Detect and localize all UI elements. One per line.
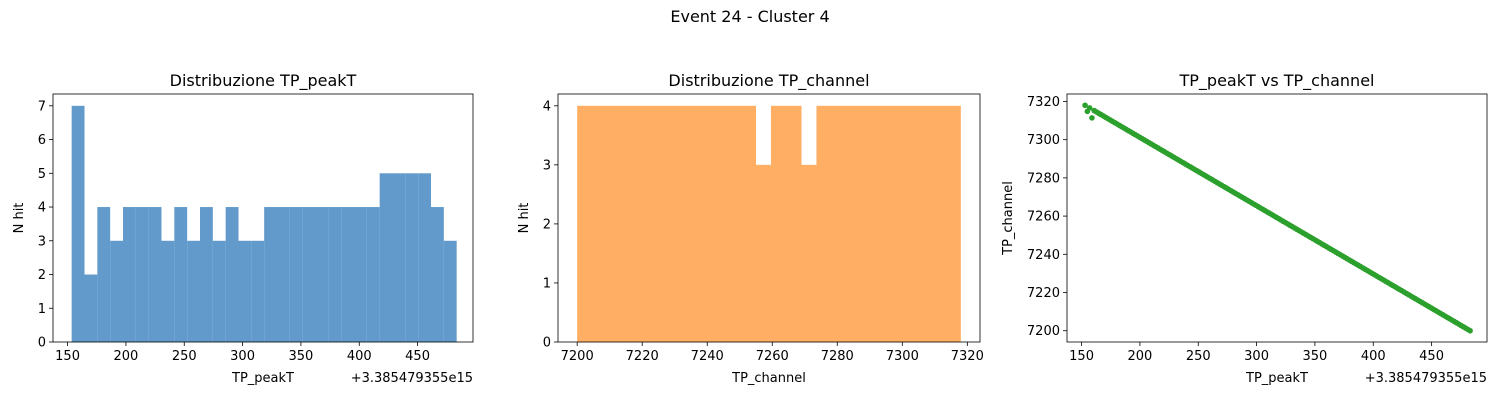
y-axis-label: N hit bbox=[12, 203, 27, 234]
y-tick-label: 7260 bbox=[1027, 210, 1060, 225]
y-tick-label: 0 bbox=[38, 336, 46, 351]
x-tick-label: 200 bbox=[1128, 349, 1153, 364]
histogram-bar bbox=[354, 207, 367, 342]
y-axis-label: TP_channel bbox=[1001, 181, 1016, 256]
x-axis-label: TP_channel bbox=[731, 371, 806, 386]
y-tick-label: 3 bbox=[543, 158, 551, 173]
histogram-bar bbox=[366, 207, 380, 342]
x-axis-label: TP_peakT bbox=[231, 371, 294, 386]
histogram-bar bbox=[161, 240, 175, 342]
x-tick-label: 300 bbox=[1244, 349, 1269, 364]
y-tick-label: 1 bbox=[38, 302, 46, 317]
histogram-bar bbox=[770, 105, 802, 342]
axes-frame bbox=[52, 93, 474, 343]
subplot-title: Distribuzione TP_peakT bbox=[170, 71, 357, 91]
subplot-title: TP_peakT vs TP_channel bbox=[1179, 71, 1375, 91]
histogram-bar bbox=[392, 173, 406, 342]
histogram-bar bbox=[71, 105, 85, 342]
histogram-bar bbox=[251, 240, 265, 342]
x-offset-label: +3.385479355e15 bbox=[351, 371, 473, 386]
x-tick-label: 7220 bbox=[626, 349, 659, 364]
y-tick-label: 0 bbox=[543, 336, 551, 351]
x-tick-label: 200 bbox=[114, 349, 139, 364]
x-tick-label: 7200 bbox=[561, 349, 594, 364]
histogram-bar bbox=[135, 207, 149, 342]
scatter-point bbox=[1467, 327, 1473, 334]
histogram-bar bbox=[212, 240, 226, 342]
histogram-bar bbox=[315, 207, 329, 342]
histogram-bar bbox=[816, 105, 961, 342]
histogram-bar bbox=[187, 240, 200, 342]
x-tick-label: 400 bbox=[347, 349, 372, 364]
histogram-bar bbox=[328, 207, 342, 342]
histogram-bar bbox=[110, 240, 123, 342]
x-tick-label: 350 bbox=[1303, 349, 1328, 364]
y-tick-label: 7240 bbox=[1027, 248, 1060, 263]
panel-peakT-histogram: 150 200 250 300 350 400 450 0 1 2 3 4 5 6 7 Distribuzio… bbox=[12, 71, 474, 386]
x-offset-label: +3.385479355e15 bbox=[1365, 371, 1487, 386]
histogram-bar bbox=[238, 240, 252, 342]
subplot-title: Distribuzione TP_channel bbox=[668, 71, 869, 91]
histogram-bar bbox=[577, 105, 756, 342]
histogram-bar bbox=[264, 207, 277, 342]
histogram-bar bbox=[84, 274, 98, 342]
histogram-bar bbox=[405, 173, 419, 342]
y-axis-label: N hit bbox=[517, 203, 532, 234]
x-tick-label: 7240 bbox=[691, 349, 724, 364]
y-tick-label: 7300 bbox=[1027, 133, 1060, 148]
y-tick-label: 1 bbox=[543, 276, 551, 291]
y-tick-label: 5 bbox=[38, 167, 46, 182]
x-tick-label: 7320 bbox=[951, 349, 984, 364]
x-tick-label: 7260 bbox=[756, 349, 789, 364]
axes-frame bbox=[557, 93, 981, 343]
y-tick-label: 2 bbox=[543, 217, 551, 232]
x-tick-label: 150 bbox=[55, 349, 80, 364]
histogram-bar bbox=[431, 207, 444, 342]
histogram-bar bbox=[341, 207, 354, 342]
x-tick-label: 7300 bbox=[886, 349, 919, 364]
histogram-bar bbox=[277, 207, 290, 342]
x-tick-label: 7280 bbox=[821, 349, 854, 364]
y-tick-label: 7220 bbox=[1027, 286, 1060, 301]
y-tick-label: 3 bbox=[38, 234, 46, 249]
histogram-bar bbox=[97, 207, 111, 342]
histogram-bar bbox=[148, 207, 162, 342]
histogram-bar bbox=[418, 173, 431, 342]
y-tick-label: 7200 bbox=[1027, 324, 1060, 339]
histogram-bar bbox=[174, 207, 188, 342]
figure-suptitle: Event 24 - Cluster 4 bbox=[670, 7, 829, 26]
histogram-bar bbox=[123, 207, 136, 342]
histogram-bar bbox=[443, 240, 457, 342]
scatter-point bbox=[1089, 115, 1095, 121]
x-tick-label: 450 bbox=[1419, 349, 1444, 364]
panel-channel-histogram: 7200 7220 7240 7260 7280 7300 7320 0 1 2 3 4 Distrib… bbox=[517, 71, 984, 386]
y-tick-label: 2 bbox=[38, 268, 46, 283]
panel-peakT-vs-channel-scatter: 150 200 250 300 350 400 450 7200 7220 7240 7260 728… bbox=[1001, 71, 1488, 386]
y-tick-label: 6 bbox=[38, 133, 46, 148]
y-tick-label: 7 bbox=[38, 99, 46, 114]
histogram-bar bbox=[200, 207, 213, 342]
scatter-point bbox=[1086, 105, 1093, 111]
x-tick-label: 250 bbox=[1186, 349, 1211, 364]
y-tick-label: 7280 bbox=[1027, 171, 1060, 186]
histogram-bar bbox=[302, 207, 316, 342]
y-tick-label: 4 bbox=[38, 201, 46, 216]
x-tick-label: 450 bbox=[405, 349, 430, 364]
x-axis-label: TP_peakT bbox=[1245, 371, 1308, 386]
histogram-bar bbox=[801, 164, 817, 342]
x-tick-label: 300 bbox=[230, 349, 255, 364]
scatter-point bbox=[1082, 102, 1088, 109]
histogram-bar bbox=[225, 207, 239, 342]
axes-frame bbox=[1066, 93, 1488, 343]
x-tick-label: 400 bbox=[1361, 349, 1386, 364]
histogram-bar bbox=[755, 164, 771, 342]
x-tick-label: 250 bbox=[172, 349, 197, 364]
y-tick-label: 7320 bbox=[1027, 95, 1060, 110]
x-tick-label: 150 bbox=[1069, 349, 1094, 364]
x-tick-label: 350 bbox=[289, 349, 314, 364]
histogram-bar bbox=[289, 207, 303, 342]
histogram-bar bbox=[379, 173, 393, 342]
y-tick-label: 4 bbox=[543, 99, 551, 114]
